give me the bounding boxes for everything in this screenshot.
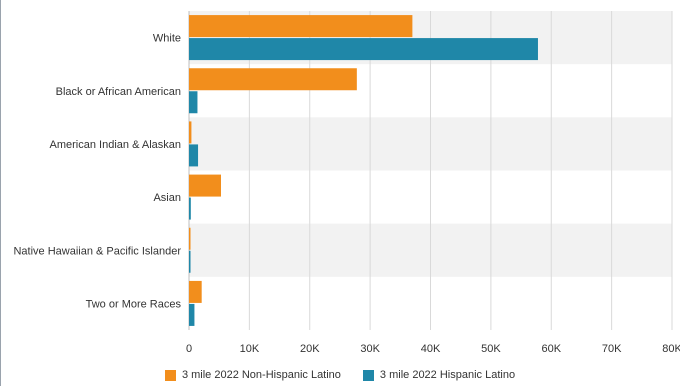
category-label: Asian [153,192,181,204]
bar-non-hispanic[interactable] [189,68,357,91]
category-label: Black or African American [56,86,181,98]
category-label: White [153,33,181,45]
bar-non-hispanic[interactable] [189,121,192,144]
category-label: Native Hawaiian & Pacific Islander [13,245,181,257]
bars [189,15,538,326]
x-tick-label: 40K [421,343,441,355]
x-tick-label: 0 [186,343,192,355]
legend-item-hispanic[interactable]: 3 mile 2022 Hispanic Latino [362,369,516,381]
x-tick-label: 20K [300,343,320,355]
category-labels: White Black or African American American I… [13,33,181,311]
x-tick-label: 80K [662,343,680,355]
bar-non-hispanic[interactable] [189,174,221,197]
x-tick-labels: 0 10K 20K 30K 40K 50K 60K 70K 80K [186,343,680,355]
x-tick-label: 30K [360,343,380,355]
left-edge-divider [0,0,1,386]
x-tick-label: 50K [481,343,501,355]
bar-non-hispanic[interactable] [189,227,191,250]
bar-non-hispanic[interactable] [189,280,202,303]
bar-hispanic[interactable] [189,91,198,114]
x-tick-label: 10K [240,343,260,355]
legend-label-hispanic: 3 mile 2022 Hispanic Latino [379,369,516,381]
bar-hispanic[interactable] [189,250,191,273]
x-tick-label: 70K [602,343,622,355]
bar-hispanic[interactable] [189,38,538,61]
legend: 3 mile 2022 Non-Hispanic Latino 3 mile 2… [0,365,680,385]
legend-item-non-hispanic[interactable]: 3 mile 2022 Non-Hispanic Latino [164,369,341,381]
grid-lines [188,11,673,330]
bar-hispanic[interactable] [189,144,199,167]
category-label: Two or More Races [86,298,182,310]
x-tick-label: 60K [541,343,561,355]
legend-swatch-hispanic [362,369,374,381]
bar-hispanic[interactable] [189,197,191,220]
legend-label-non-hispanic: 3 mile 2022 Non-Hispanic Latino [181,369,341,381]
category-label: American Indian & Alaskan [50,139,181,151]
legend-swatch-non-hispanic [164,369,176,381]
bar-non-hispanic[interactable] [189,15,413,38]
bar-hispanic[interactable] [189,303,195,326]
